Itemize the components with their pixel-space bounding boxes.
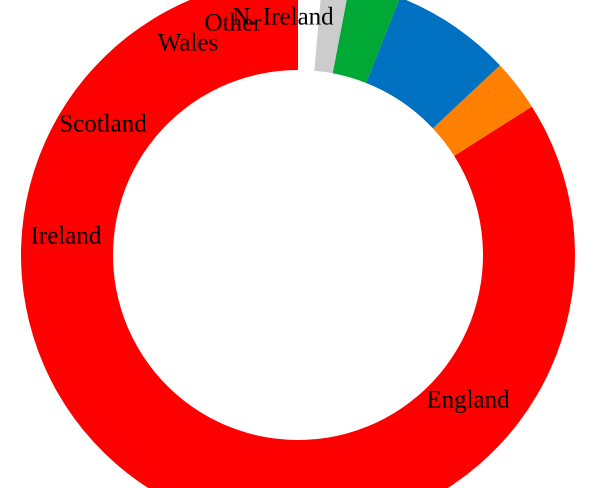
slice-england: [21, 0, 575, 488]
label-scotland: Scotland: [59, 111, 147, 138]
slice-ireland: [432, 65, 532, 156]
slice-wales: [332, 0, 399, 83]
slice-n-ireland: [298, 0, 321, 71]
label-england: England: [426, 387, 510, 414]
slice-scotland: [366, 0, 500, 129]
label-wales: Wales: [158, 30, 218, 57]
label-n-ireland: N. Ireland: [232, 4, 334, 31]
label-other: Other: [205, 10, 263, 37]
slice-other: [314, 0, 347, 74]
label-ireland: Ireland: [31, 223, 102, 250]
donut-slices: [21, 0, 575, 488]
